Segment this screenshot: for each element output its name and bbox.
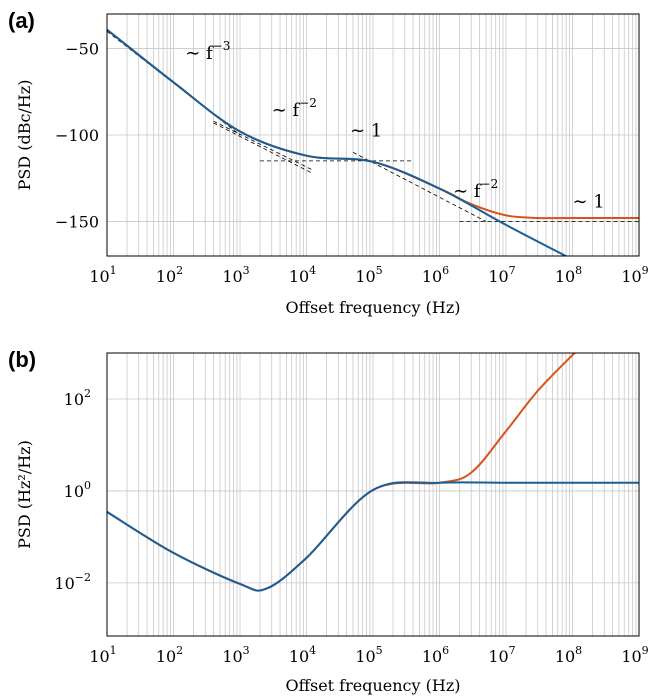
x-axis-label: Offset frequency (Hz) xyxy=(286,676,461,695)
panel-label: (b) xyxy=(8,347,36,372)
x-tick-label: 104 xyxy=(289,264,316,286)
x-tick-label: 106 xyxy=(422,264,449,286)
x-tick-label: 101 xyxy=(89,644,116,666)
panel-a: 101 102 103 104 105 106 107 108 109 −50 −100 −150 Of… xyxy=(8,8,649,317)
x-tick-label: 108 xyxy=(555,264,582,286)
x-tick-label: 101 xyxy=(89,264,116,286)
annotation-label: ∼ 1 xyxy=(573,192,605,213)
y-tick-label: −50 xyxy=(65,40,99,59)
y-tick-label: 10−2 xyxy=(54,571,91,593)
y-tick-label: 102 xyxy=(64,387,91,409)
x-axis-label: Offset frequency (Hz) xyxy=(286,298,461,317)
annotation-label: ∼ 1 xyxy=(350,121,382,142)
series-group xyxy=(107,353,639,592)
grid-lines xyxy=(106,353,639,636)
x-tick-label: 109 xyxy=(621,264,648,286)
y-tick-label: −150 xyxy=(55,212,99,231)
panel-label: (a) xyxy=(8,8,35,33)
annotation-label: ∼ f−3 xyxy=(185,39,230,64)
x-tick-label: 108 xyxy=(555,644,582,666)
plot-frame xyxy=(106,352,640,637)
x-tick-label: 102 xyxy=(156,644,183,666)
asymptote-line xyxy=(213,120,312,170)
asymptote-line xyxy=(352,151,487,222)
y-tick-label: −100 xyxy=(55,126,99,145)
x-tick-label: 103 xyxy=(222,264,249,286)
asymptote-line xyxy=(213,122,312,174)
series-line-1 xyxy=(107,353,577,592)
series-group xyxy=(107,28,639,256)
x-tick-label: 105 xyxy=(355,264,382,286)
x-tick-label: 105 xyxy=(355,644,382,666)
x-tick-label: 102 xyxy=(156,264,183,286)
x-tick-label: 103 xyxy=(222,644,249,666)
y-axis-label: PSD (dBc/Hz) xyxy=(15,80,34,191)
annotation-label: ∼ f−2 xyxy=(453,177,498,202)
grid-lines xyxy=(106,14,639,256)
annotation-label: ∼ f−2 xyxy=(272,96,317,121)
panel-b: 101 102 103 104 105 106 107 108 109 102 100 10−2 Off… xyxy=(8,347,649,695)
x-tick-label: 104 xyxy=(289,644,316,666)
y-tick-label: 100 xyxy=(64,479,91,501)
y-axis-label: PSD (Hz²/Hz) xyxy=(15,440,34,549)
plot-frame xyxy=(106,13,640,257)
x-tick-label: 106 xyxy=(422,644,449,666)
series-line-2 xyxy=(107,28,568,256)
x-tick-label: 107 xyxy=(488,264,515,286)
x-tick-label: 107 xyxy=(488,644,515,666)
series-line-2 xyxy=(107,481,639,592)
x-tick-label: 109 xyxy=(621,644,648,666)
